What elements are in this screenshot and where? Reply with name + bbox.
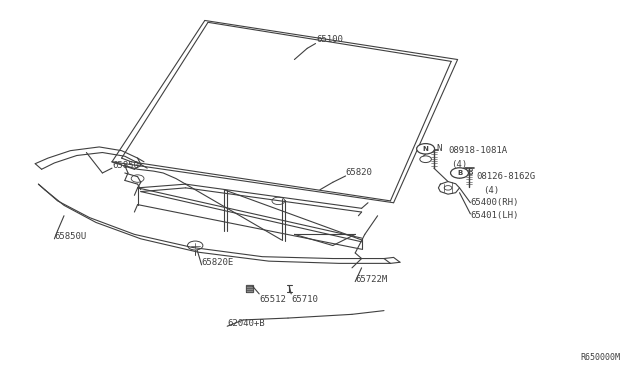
Text: 08918-1081A: 08918-1081A [448,146,507,155]
Text: 65710: 65710 [291,295,318,304]
Text: 65512: 65512 [259,295,286,304]
Text: 65400(RH): 65400(RH) [470,198,519,207]
Polygon shape [246,285,253,292]
Text: 08126-8162G: 08126-8162G [477,172,536,181]
Text: (4): (4) [451,160,467,169]
Text: N: N [436,144,442,153]
Circle shape [417,144,435,154]
Text: R650000M: R650000M [581,353,621,362]
Text: B: B [467,169,472,177]
Text: 62040+B: 62040+B [227,319,265,328]
Text: 65722M: 65722M [355,275,387,283]
Text: 65820E: 65820E [202,258,234,267]
Text: N: N [422,146,429,152]
Text: 65850: 65850 [112,161,139,170]
Text: 65100: 65100 [317,35,344,44]
Circle shape [451,168,468,178]
Text: (4): (4) [483,186,499,195]
Text: 65401(LH): 65401(LH) [470,211,519,220]
Text: 65820: 65820 [346,169,372,177]
Text: 65850U: 65850U [54,232,86,241]
Text: B: B [457,170,462,176]
